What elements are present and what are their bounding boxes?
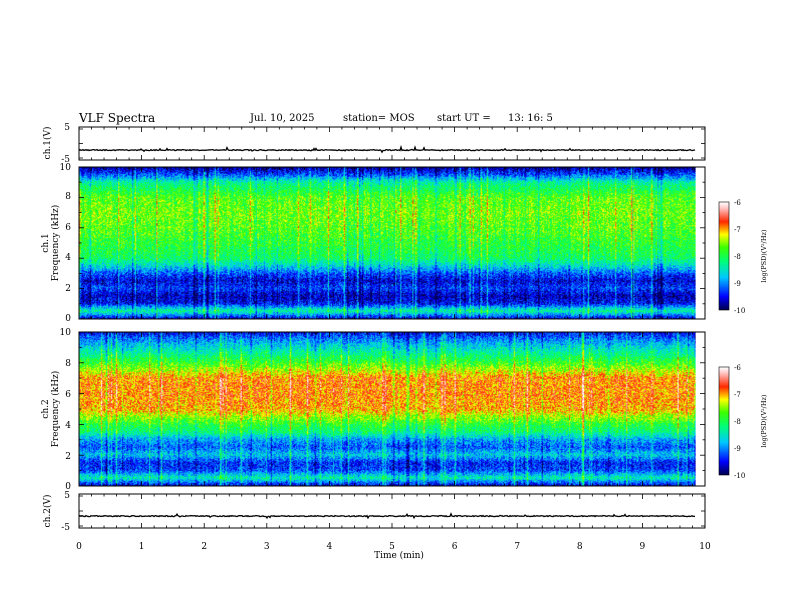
ch2-spec-ytick: 8 <box>65 359 71 369</box>
ch2-wave-ytick-top: 5 <box>64 491 70 501</box>
ch2-spec-ytick: 4 <box>65 421 71 431</box>
ch1-colorbar-frame <box>718 201 730 311</box>
x-tick-label: 10 <box>699 542 711 552</box>
waveform-line <box>78 512 696 520</box>
x-tick-label: 7 <box>514 542 520 552</box>
ch1-waveform-trace <box>78 144 696 154</box>
ch1-wave-ytick-bottom: -5 <box>61 155 70 165</box>
ch1-colorbar <box>719 202 729 310</box>
ch2-spec-ytick: 6 <box>65 390 71 400</box>
start-ut-value: 13: 16: 5 <box>508 113 553 124</box>
ch2-colorbar <box>719 367 729 475</box>
ch2-waveform-trace <box>78 512 696 520</box>
x-axis-ticklabels: 0 1 2 3 4 5 6 7 8 9 10 <box>76 542 711 552</box>
x-axis-label: Time (min) <box>374 550 424 561</box>
x-tick-label: 2 <box>201 542 207 552</box>
date-label: Jul. 10, 2025 <box>250 113 315 124</box>
x-tick-label: 4 <box>327 542 333 552</box>
ch1-spec-ytick: 2 <box>65 284 71 294</box>
ch2-cbar-tick: -9 <box>734 445 741 453</box>
ch1-spec-ytick: 10 <box>60 163 72 173</box>
ch1-cbar-tick: -8 <box>734 253 741 261</box>
ch2-waveform-frame <box>78 493 706 529</box>
ch2-cbar-tick: -7 <box>734 391 741 399</box>
ch2-spec-ytick: 10 <box>60 328 72 338</box>
ch1-cbar-tick: -9 <box>734 280 741 288</box>
x-tick-label: 9 <box>640 542 646 552</box>
ch2-wave-ytick-bottom: -5 <box>61 523 70 533</box>
ch1-cbar-tick: -10 <box>734 307 745 315</box>
ch1-spec-ylabel: Frequency (kHz) <box>50 205 61 282</box>
ch2-wave-ylabel: ch.2(V) <box>42 495 53 528</box>
ch1-wave-ylabel: ch.1(V) <box>42 127 53 160</box>
ch1-spec-ytick: 4 <box>65 253 71 263</box>
chart-title: VLF Spectra <box>79 111 156 125</box>
ch2-spectrogram-image <box>79 332 696 486</box>
ch1-spectrogram-image <box>79 167 696 319</box>
ch2-colorbar-frame <box>718 366 730 476</box>
ch1-colorbar-ticks: -6 -7 -8 -9 -10 <box>734 199 745 315</box>
ch1-cbar-tick: -6 <box>734 199 741 207</box>
ch2-cbar-tick: -6 <box>734 364 741 372</box>
x-tick-label: 6 <box>452 542 458 552</box>
ch2-spec-ytick: 2 <box>65 452 71 462</box>
ch1-spec-ytick: 8 <box>65 192 71 202</box>
ch1-spec-ytick: 6 <box>65 223 71 233</box>
x-tick-label: 8 <box>577 542 583 552</box>
ch1-spec-channel-label: ch.1 <box>41 233 51 252</box>
ch1-spec-ytick: 0 <box>65 314 71 324</box>
ch1-wave-ytick-top: 5 <box>64 123 70 133</box>
ch2-spec-ytick: 0 <box>65 482 71 492</box>
ch2-cbar-tick: -8 <box>734 418 741 426</box>
ch1-spec-yticks: 0 2 4 6 8 10 <box>60 163 72 324</box>
ch2-cbar-tick: -10 <box>734 472 745 480</box>
x-tick-label: 0 <box>76 542 82 552</box>
x-tick-label: 3 <box>264 542 270 552</box>
ch2-spec-ylabel: Frequency (kHz) <box>50 371 61 448</box>
ch2-spec-yticks: 0 2 4 6 8 10 <box>60 328 72 492</box>
ch1-colorbar-label: log(PSD)(V²/Hz) <box>760 229 768 282</box>
ch2-colorbar-ticks: -6 -7 -8 -9 -10 <box>734 364 745 480</box>
x-tick-label: 1 <box>139 542 145 552</box>
axis-ticks <box>78 127 706 528</box>
ch1-cbar-tick: -7 <box>734 226 741 234</box>
ch2-spec-channel-label: ch.2 <box>41 399 51 418</box>
start-ut-label: start UT = <box>437 113 491 124</box>
station-label: station= MOS <box>343 113 415 124</box>
x-tick-label: 5 <box>389 542 395 552</box>
ch2-colorbar-label: log(PSD)(V²/Hz) <box>760 394 768 447</box>
waveform-line <box>78 144 696 154</box>
